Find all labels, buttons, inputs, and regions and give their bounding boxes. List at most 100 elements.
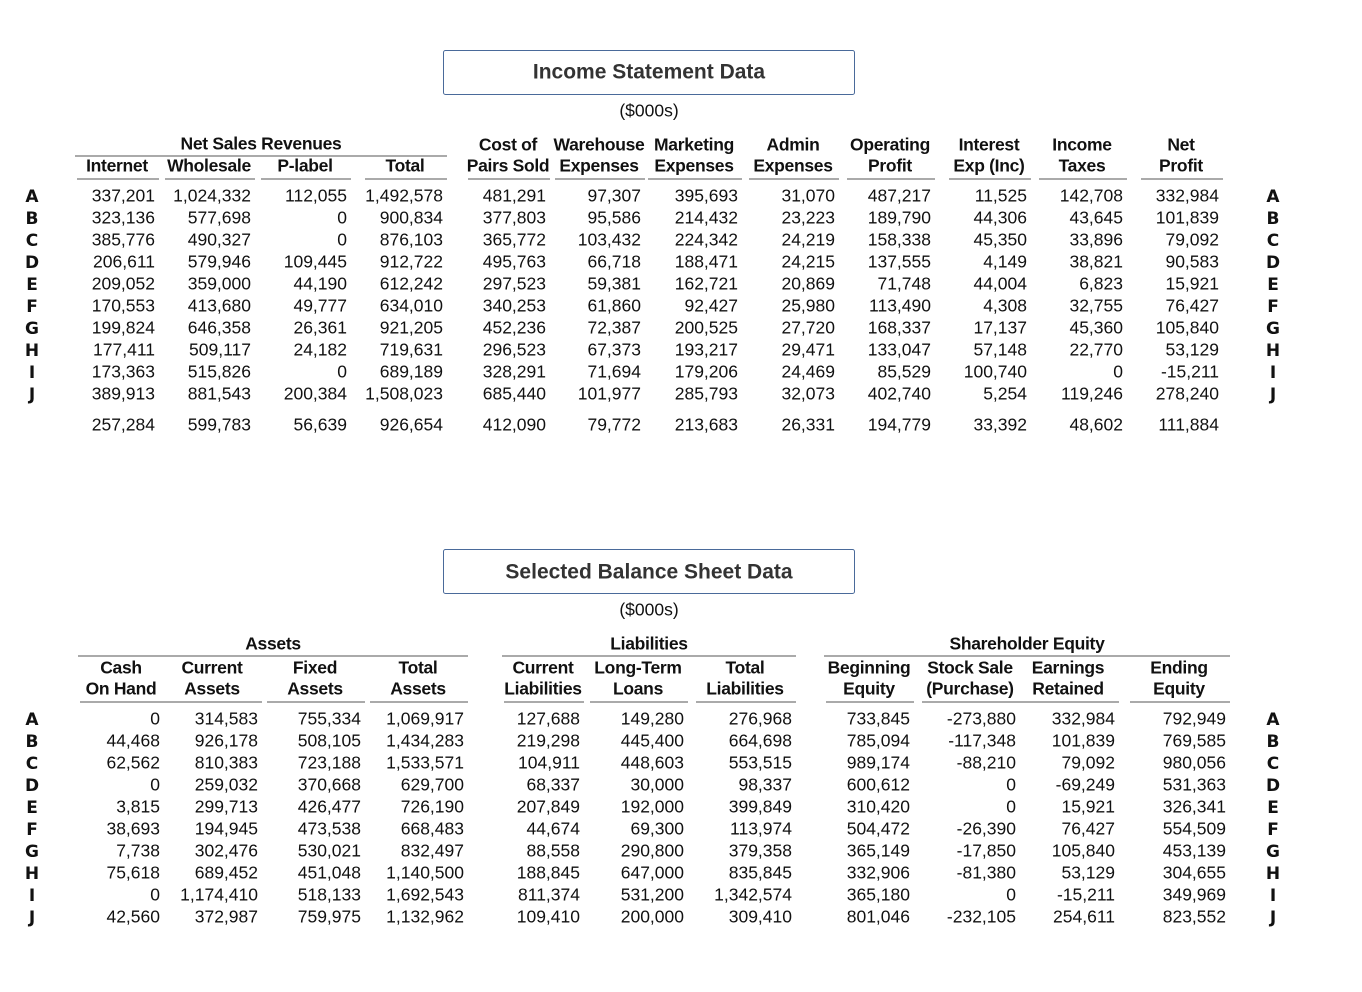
column-header: Warehouse <box>554 135 646 155</box>
cell: 395,693 <box>675 186 738 206</box>
cell: 103,432 <box>578 230 641 250</box>
cell: 76,427 <box>1061 819 1115 839</box>
cell: 629,700 <box>401 775 465 795</box>
column-header: Fixed <box>293 658 337 678</box>
cell: 508,105 <box>298 731 361 751</box>
cell: 199,824 <box>92 318 156 338</box>
cell: 0 <box>337 208 347 228</box>
cell: 44,306 <box>973 208 1027 228</box>
cell: -88,210 <box>957 753 1017 773</box>
column-header: Current <box>512 658 574 678</box>
column-header: Assets <box>287 679 343 699</box>
cell: 326,341 <box>1163 797 1226 817</box>
column-header: Admin <box>767 135 820 155</box>
cell: 1,024,332 <box>173 186 251 206</box>
row-label: E <box>1267 275 1279 295</box>
units: ($000s) <box>619 600 678 620</box>
cell: 109,445 <box>284 252 347 272</box>
column-header: Current <box>181 658 243 678</box>
cell: 142,708 <box>1060 186 1123 206</box>
cell: 389,913 <box>92 384 155 404</box>
cell: 823,552 <box>1163 907 1226 927</box>
cell: 44,004 <box>973 274 1027 294</box>
section-title: Income Statement Data <box>533 61 766 84</box>
cell: 554,509 <box>1163 819 1226 839</box>
group-header: Assets <box>245 634 301 654</box>
cell: 811,374 <box>518 885 580 905</box>
row-label: C <box>26 754 38 774</box>
cell: 45,350 <box>973 230 1027 250</box>
cell: 365,180 <box>847 885 911 905</box>
cell: 634,010 <box>380 296 444 316</box>
cell: 451,048 <box>298 863 361 883</box>
row-label: J <box>1269 908 1276 928</box>
row-label: B <box>1267 209 1280 229</box>
cell: -15,211 <box>1161 362 1219 382</box>
cell: 1,533,571 <box>386 753 464 773</box>
cell: 297,523 <box>483 274 546 294</box>
cell: 0 <box>337 362 347 382</box>
summary-cell: 599,783 <box>188 415 251 435</box>
cell: 11,525 <box>975 186 1027 206</box>
cell: 413,680 <box>188 296 252 316</box>
cell: 4,149 <box>983 252 1027 272</box>
cell: 69,300 <box>630 819 684 839</box>
cell: 531,200 <box>621 885 685 905</box>
cell: 24,469 <box>781 362 835 382</box>
column-header: Retained <box>1032 679 1104 699</box>
cell: 285,793 <box>675 384 738 404</box>
row-label: I <box>29 886 35 906</box>
row-label: I <box>1270 363 1276 383</box>
summary-cell: 213,683 <box>675 415 738 435</box>
cell: 487,217 <box>868 186 931 206</box>
cell: 192,000 <box>621 797 685 817</box>
group-header: Shareholder Equity <box>949 634 1105 654</box>
cell: 179,206 <box>675 362 738 382</box>
group-header: Net Sales Revenues <box>181 134 343 154</box>
column-header: Assets <box>184 679 240 699</box>
cell: 24,182 <box>293 340 347 360</box>
cell: 104,911 <box>518 753 580 773</box>
cell: 473,538 <box>298 819 361 839</box>
cell: 385,776 <box>92 230 155 250</box>
cell: 27,720 <box>781 318 835 338</box>
cell: 989,174 <box>847 753 911 773</box>
cell: 127,688 <box>517 709 580 729</box>
cell: 0 <box>1113 362 1123 382</box>
column-header: Exp (Inc) <box>953 156 1024 176</box>
cell: 726,190 <box>401 797 465 817</box>
column-header: Marketing <box>654 135 734 155</box>
summary-cell: 257,284 <box>92 415 156 435</box>
cell: 600,612 <box>847 775 910 795</box>
cell: 664,698 <box>729 731 792 751</box>
cell: 214,432 <box>675 208 738 228</box>
summary-cell: 26,331 <box>781 415 835 435</box>
cell: 105,840 <box>1156 318 1220 338</box>
cell: 95,586 <box>587 208 641 228</box>
row-label: D <box>1266 253 1280 273</box>
cell: 24,215 <box>781 252 835 272</box>
cell: 453,139 <box>1163 841 1226 861</box>
cell: 92,427 <box>684 296 738 316</box>
cell: 3,815 <box>116 797 160 817</box>
cell: 200,525 <box>675 318 738 338</box>
column-header: Taxes <box>1059 156 1106 176</box>
row-label: J <box>28 908 35 928</box>
cell: 30,000 <box>630 775 684 795</box>
row-label: D <box>25 253 39 273</box>
cell: 0 <box>1006 885 1016 905</box>
cell: 310,420 <box>847 797 911 817</box>
units: ($000s) <box>619 101 678 121</box>
column-header: Earnings <box>1032 658 1105 678</box>
cell: 921,205 <box>380 318 443 338</box>
cell: 332,906 <box>847 863 910 883</box>
column-header: Loans <box>613 679 664 699</box>
cell: 876,103 <box>380 230 443 250</box>
cell: 647,000 <box>621 863 685 883</box>
cell: 259,032 <box>195 775 258 795</box>
row-label: A <box>1266 710 1280 730</box>
row-label: F <box>26 297 38 317</box>
cell: 323,136 <box>92 208 155 228</box>
summary-cell: 194,779 <box>868 415 931 435</box>
